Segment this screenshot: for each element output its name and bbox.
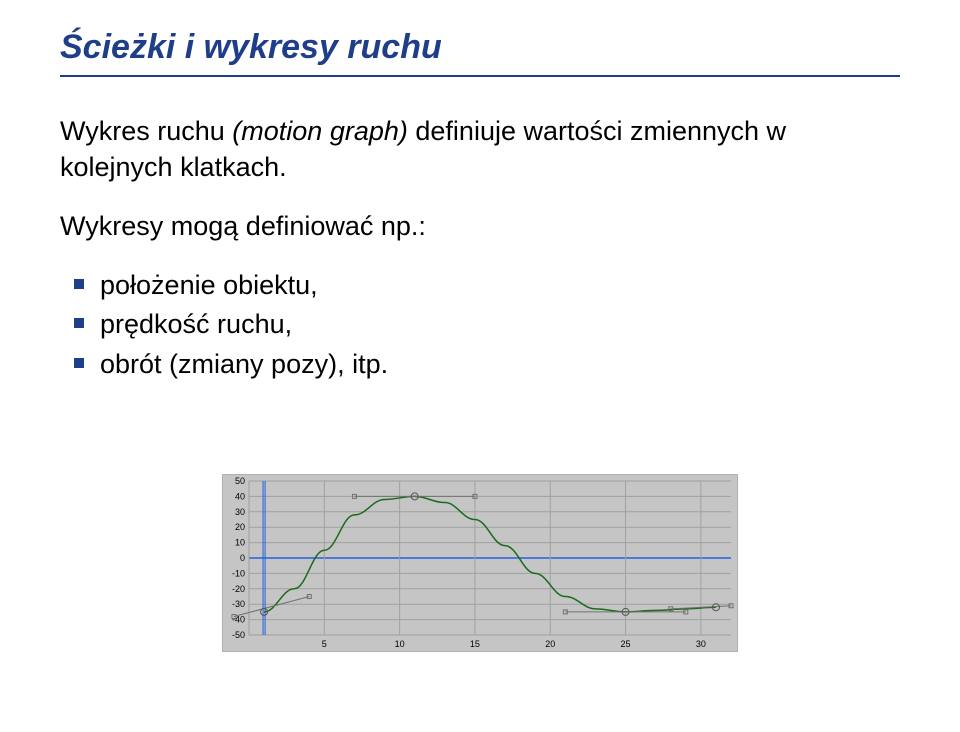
chart-container: 50403020100-10-20-30-40-5051015202530: [0, 474, 960, 652]
paragraph-2: Wykresy mogą definiować np.:: [60, 208, 900, 244]
svg-text:-20: -20: [232, 584, 245, 594]
svg-text:50: 50: [235, 477, 245, 486]
svg-text:-10: -10: [232, 568, 245, 578]
bullet-item: położenie obiektu,: [74, 266, 900, 305]
svg-text:40: 40: [235, 491, 245, 501]
svg-text:-30: -30: [232, 599, 245, 609]
svg-text:0: 0: [240, 553, 245, 563]
motion-graph-chart: 50403020100-10-20-30-40-5051015202530: [225, 477, 735, 649]
para1-italic: (motion graph): [232, 116, 408, 146]
svg-text:15: 15: [470, 639, 480, 649]
para1-pre: Wykres ruchu: [60, 116, 232, 146]
bullet-item: prędkość ruchu,: [74, 305, 900, 344]
bullet-list: położenie obiektu, prędkość ruchu, obrót…: [60, 266, 900, 383]
svg-text:10: 10: [235, 538, 245, 548]
svg-text:20: 20: [545, 639, 555, 649]
svg-text:5: 5: [322, 639, 327, 649]
svg-text:10: 10: [395, 639, 405, 649]
svg-text:-50: -50: [232, 630, 245, 640]
svg-text:20: 20: [235, 522, 245, 532]
svg-text:30: 30: [696, 639, 706, 649]
svg-text:25: 25: [621, 639, 631, 649]
chart-border: 50403020100-10-20-30-40-5051015202530: [222, 474, 738, 652]
page-title: Ścieżki i wykresy ruchu: [60, 28, 900, 67]
paragraph-1: Wykres ruchu (motion graph) definiuje wa…: [60, 113, 900, 186]
bullet-item: obrót (zmiany pozy), itp.: [74, 345, 900, 384]
svg-text:30: 30: [235, 507, 245, 517]
title-underline: [60, 75, 900, 77]
